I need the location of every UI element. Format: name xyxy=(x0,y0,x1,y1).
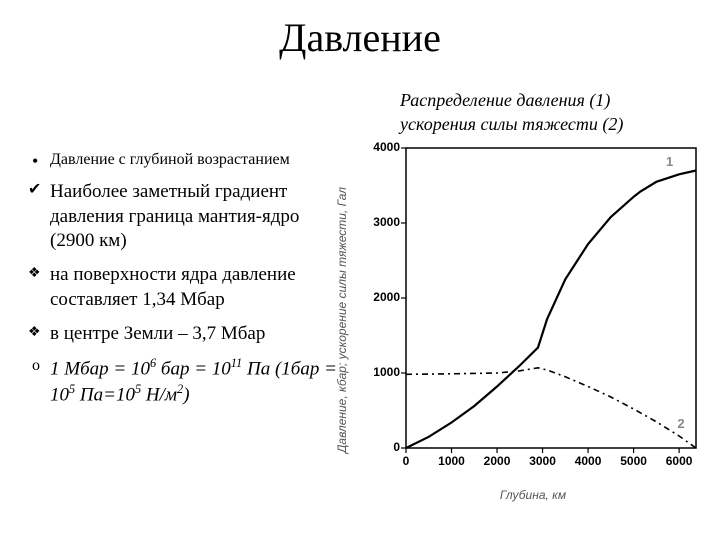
bullet-item-1: Наиболее заметный градиент давления гран… xyxy=(28,180,348,253)
chart-y-axis-label: Давление, кбар; ускорение силы тяжести, … xyxy=(335,187,349,453)
x-tick: 5000 xyxy=(616,454,652,468)
bullet-item-4: 1 Мбар = 106 бар = 1011 Па (1бар = 105 П… xyxy=(28,356,348,407)
x-tick: 6000 xyxy=(661,454,697,468)
chart-caption: Распределение давления (1) ускорения сил… xyxy=(400,88,700,137)
series-2-label: 2 xyxy=(677,416,684,431)
bullet-item-0: Давление с глубиной возрастанием xyxy=(28,150,348,170)
caption-line-2: ускорения силы тяжести (2) xyxy=(400,112,700,136)
bullet-list: Давление с глубиной возрастанием Наиболее… xyxy=(28,150,348,418)
bullet-item-3: в центре Земли – 3,7 Мбар xyxy=(28,322,348,346)
x-tick: 2000 xyxy=(479,454,515,468)
y-tick: 0 xyxy=(393,440,400,454)
x-tick: 4000 xyxy=(570,454,606,468)
pressure-chart: Давление, кбар; ускорение силы тяжести, … xyxy=(358,140,708,500)
series-1-label: 1 xyxy=(666,154,673,169)
chart-x-axis-label: Глубина, км xyxy=(358,488,708,502)
y-tick: 2000 xyxy=(373,290,400,304)
y-tick: 1000 xyxy=(373,365,400,379)
y-tick: 3000 xyxy=(373,215,400,229)
x-tick: 1000 xyxy=(434,454,470,468)
chart-svg xyxy=(358,140,708,484)
slide-title: Давление xyxy=(0,14,720,61)
bullet-item-2: на поверхности ядра давление составляет … xyxy=(28,263,348,312)
x-tick: 3000 xyxy=(525,454,561,468)
y-tick: 4000 xyxy=(373,140,400,154)
x-tick: 0 xyxy=(388,454,424,468)
caption-line-1: Распределение давления (1) xyxy=(400,88,700,112)
